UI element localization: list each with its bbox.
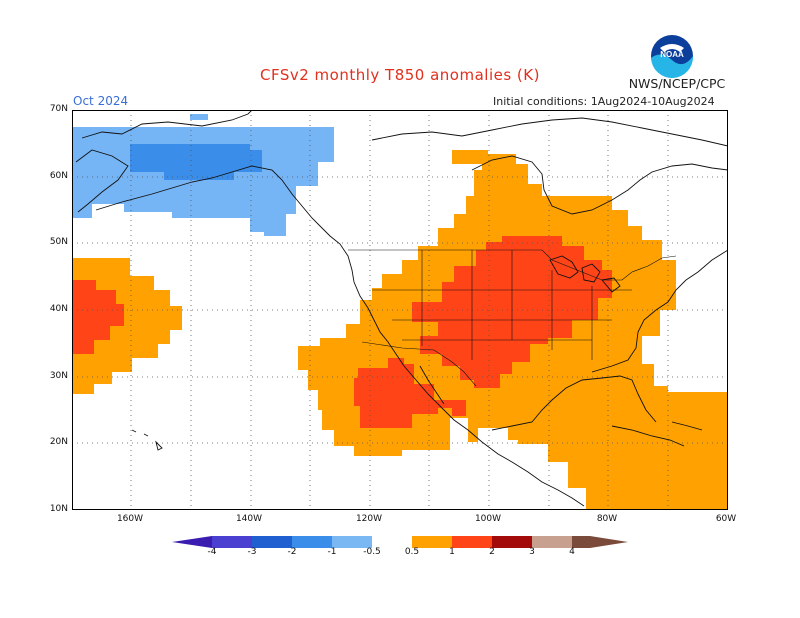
legend-bin-n3-n2 [252, 536, 292, 548]
lon-label-60w: 60W [715, 514, 737, 524]
political-boundaries [348, 249, 677, 387]
page-title: CFSv2 monthly T850 anomalies (K) [260, 66, 540, 84]
lat-label-60n: 60N [49, 171, 68, 181]
lat-label-20n: 20N [49, 437, 68, 447]
legend-arrow-high [590, 536, 628, 548]
lon-label-100w: 100W [474, 514, 502, 524]
legend-label-2: 2 [489, 547, 495, 557]
legend-bin-2-3 [492, 536, 532, 548]
legend-label-4: 4 [569, 547, 575, 557]
lat-label-30n: 30N [49, 371, 68, 381]
pos-anomaly-pacific-core [72, 280, 124, 354]
legend-label-n2: -2 [287, 547, 297, 557]
lon-label-140w: 140W [235, 514, 263, 524]
legend-label-05: 0.5 [404, 547, 420, 557]
map-frame [72, 110, 728, 510]
neg-anomaly-core [130, 144, 262, 180]
legend-bin-05-1 [412, 536, 452, 548]
lat-label-70n: 70N [49, 104, 68, 114]
legend-label-n3: -3 [247, 547, 257, 557]
legend-label-n1: -1 [327, 547, 337, 557]
color-legend [172, 536, 628, 548]
coastlines [75, 110, 728, 507]
legend-label-n05: -0.5 [363, 547, 381, 557]
initial-conditions: Initial conditions: 1Aug2024-10Aug2024 [493, 95, 715, 108]
legend-bin-3-4 [532, 536, 572, 548]
legend-bin-1-2 [452, 536, 492, 548]
lon-label-120w: 120W [355, 514, 383, 524]
lat-label-40n: 40N [49, 304, 68, 314]
forecast-month: Oct 2024 [73, 94, 129, 108]
lat-label-50n: 50N [49, 237, 68, 247]
agency-label: NWS/NCEP/CPC [628, 76, 726, 91]
lon-label-160w: 160W [116, 514, 144, 524]
legend-label-n4: -4 [207, 547, 217, 557]
lon-label-80w: 80W [596, 514, 618, 524]
logo-text: NOAA [660, 50, 684, 59]
graticule [72, 110, 728, 510]
legend-bin-n1-n05 [332, 536, 372, 548]
legend-label-1: 1 [449, 547, 455, 557]
anomaly-map [72, 110, 728, 510]
pos-anomaly-mexico [354, 358, 466, 428]
legend-bin-4-5 [572, 536, 590, 548]
lat-label-10n: 10N [49, 504, 68, 514]
legend-bin-n2-n1 [292, 536, 332, 548]
legend-arrow-low [172, 536, 212, 548]
noaa-logo: NOAA [651, 35, 694, 78]
legend-label-3: 3 [529, 547, 535, 557]
legend-bin-n4-n3 [212, 536, 252, 548]
legend-bin-neutral [372, 536, 412, 548]
